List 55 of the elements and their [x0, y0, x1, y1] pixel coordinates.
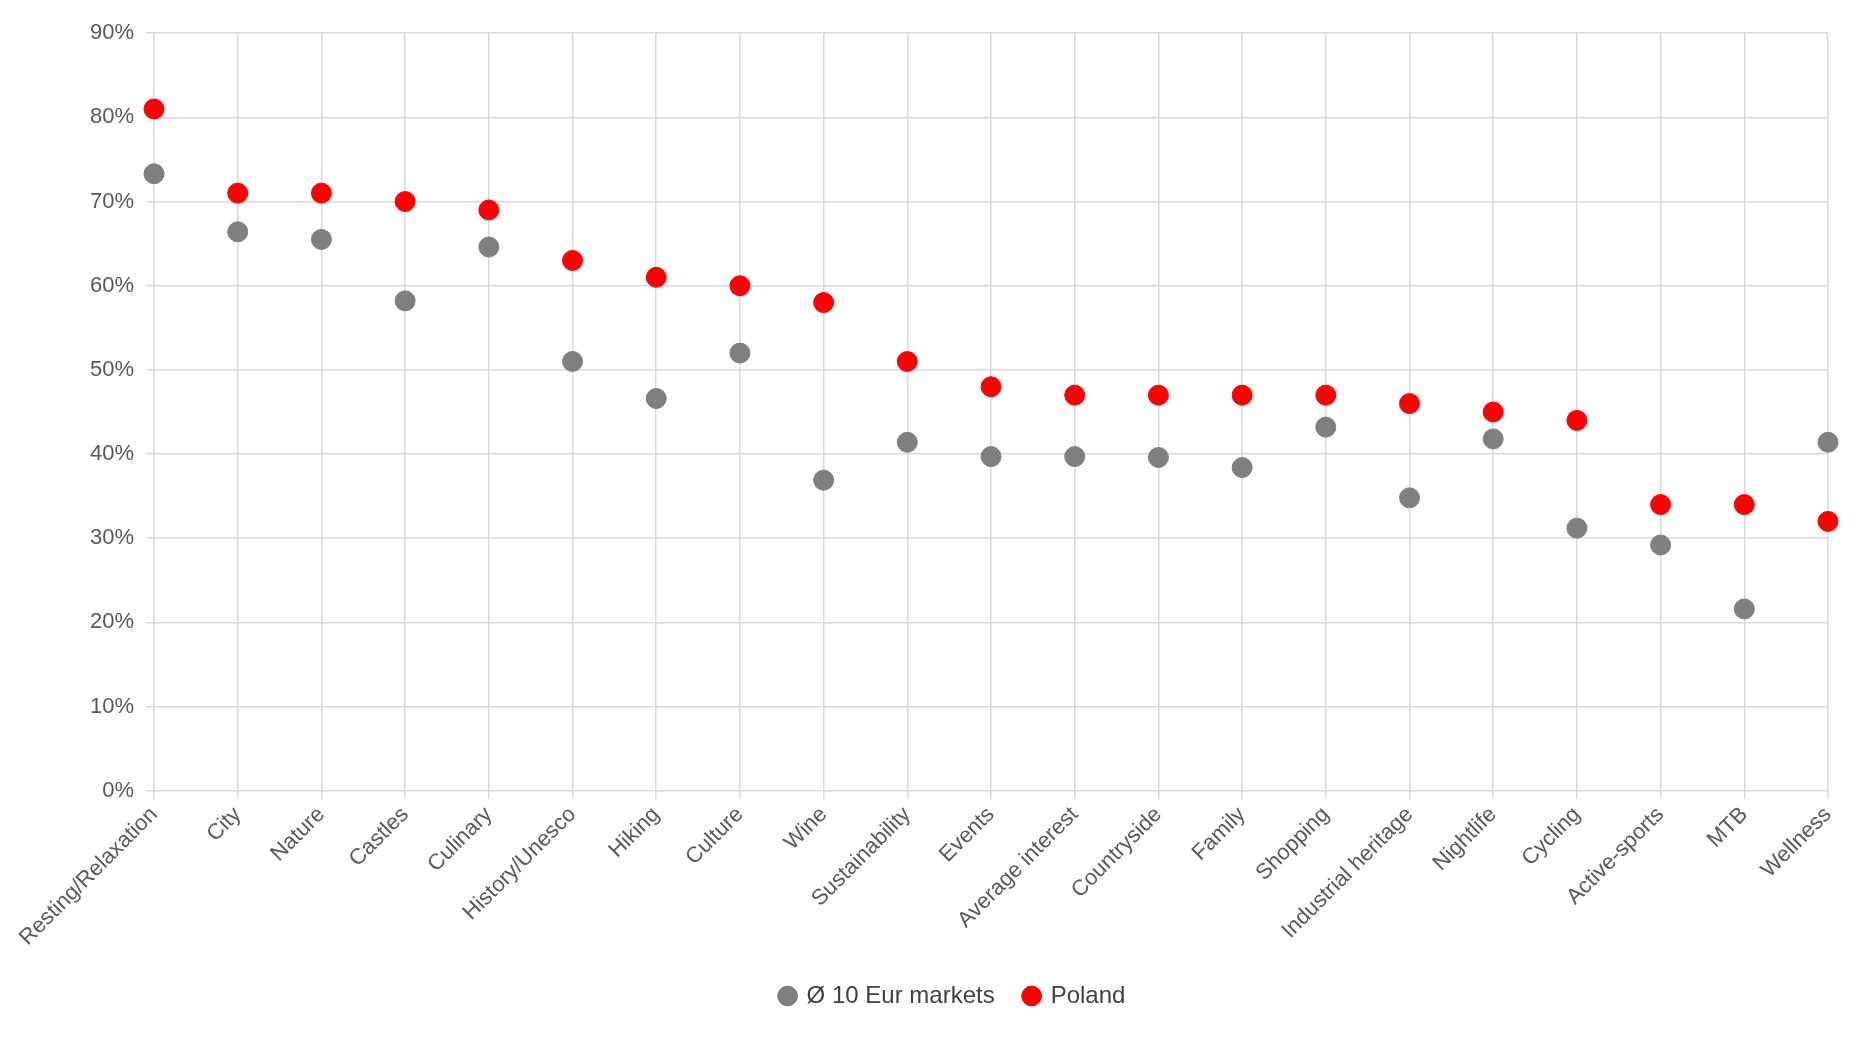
- legend-label: Ø 10 Eur markets: [806, 980, 995, 1008]
- point: [1064, 446, 1086, 468]
- point: [310, 228, 332, 250]
- point: [645, 388, 667, 410]
- legend-label: Poland: [1050, 980, 1126, 1008]
- point: [1231, 457, 1253, 479]
- point: [896, 431, 918, 453]
- point: [310, 182, 332, 204]
- y-tick-label: 40%: [89, 440, 135, 466]
- point: [1650, 534, 1672, 556]
- point: [1817, 510, 1839, 532]
- point: [394, 290, 416, 312]
- point: [1817, 431, 1839, 453]
- point: [813, 292, 835, 314]
- point: [729, 275, 751, 297]
- point: [1399, 487, 1421, 509]
- point: [1147, 446, 1169, 468]
- point: [1566, 517, 1588, 539]
- point: [729, 342, 751, 364]
- point: [896, 350, 918, 372]
- point: [143, 163, 165, 185]
- point: [1315, 384, 1337, 406]
- y-tick-label: 60%: [89, 271, 135, 297]
- point: [394, 191, 416, 213]
- point: [980, 376, 1002, 398]
- point: [1482, 428, 1504, 450]
- point: [1482, 401, 1504, 423]
- point: [1064, 384, 1086, 406]
- point: [227, 182, 249, 204]
- point: [1315, 416, 1337, 438]
- point: [1399, 393, 1421, 415]
- point: [562, 350, 584, 372]
- y-tick-label: 90%: [89, 19, 135, 45]
- y-tick-label: 10%: [89, 692, 135, 718]
- y-tick-label: 50%: [89, 355, 135, 381]
- point: [645, 266, 667, 288]
- point: [143, 98, 165, 120]
- point: [1147, 384, 1169, 406]
- point: [478, 236, 500, 258]
- point: [1566, 409, 1588, 431]
- x-tick-label: City: [201, 801, 246, 846]
- point: [1231, 384, 1253, 406]
- point: [1650, 494, 1672, 516]
- point: [1733, 494, 1755, 516]
- y-tick-label: 20%: [89, 608, 135, 634]
- point: [1733, 598, 1755, 620]
- point: [227, 221, 249, 243]
- y-tick-label: 30%: [89, 524, 135, 550]
- y-tick-label: 70%: [89, 187, 135, 213]
- point: [980, 446, 1002, 468]
- y-tick-label: 80%: [89, 103, 135, 129]
- point: [562, 249, 584, 271]
- point: [813, 469, 835, 491]
- point: [478, 199, 500, 221]
- y-tick-label: 0%: [102, 776, 135, 802]
